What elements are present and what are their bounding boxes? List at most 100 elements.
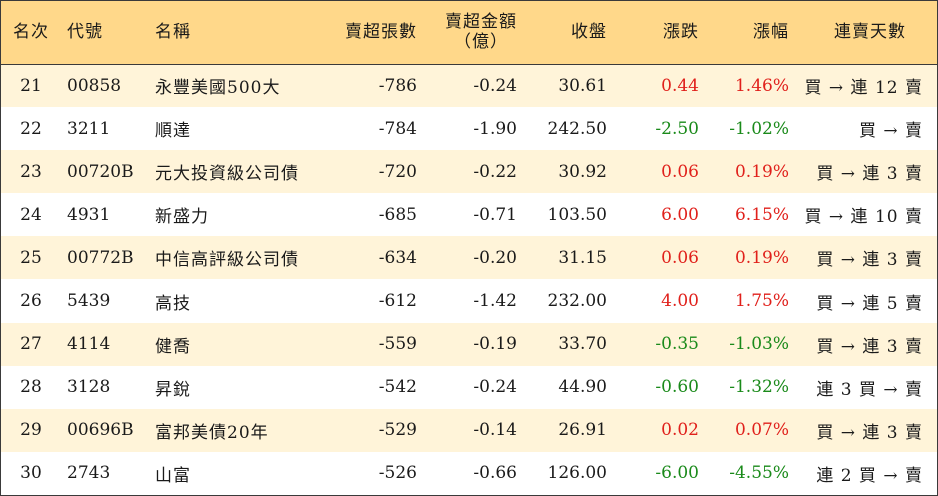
cell-oversold-lots: -685 <box>378 204 417 225</box>
table-row: 29 00696B 富邦美債20年 -529 -0.14 26.91 0.02 0.07% 買 … <box>1 408 937 452</box>
cell-change-pct: 6.15% <box>734 204 789 225</box>
cell-change-pct: 1.75% <box>734 291 789 312</box>
cell-change: -0.60 <box>655 377 699 398</box>
cell-oversold-amount: -1.42 <box>473 291 517 312</box>
cell-streak: 買 → 連 12 賣 <box>804 78 923 99</box>
cell-change: 0.44 <box>661 75 699 96</box>
table-row: 24 4931 新盛力 -685 -0.71 103.50 6.00 6.15% 買 → 連 1… <box>1 193 937 237</box>
header-oversold-amount-line2: （億） <box>454 32 508 53</box>
cell-code: 4114 <box>67 334 111 355</box>
cell-change-pct: 0.19% <box>734 247 789 268</box>
cell-change-pct: 0.19% <box>734 161 789 182</box>
cell-close: 30.92 <box>558 161 607 182</box>
cell-change-pct: 0.07% <box>734 420 789 441</box>
table-row: 22 3211 順達 -784 -1.90 242.50 -2.50 -1.02% 買 → 賣 <box>1 107 937 151</box>
cell-rank: 28 <box>20 377 42 398</box>
header-change-pct: 漲幅 <box>713 1 803 65</box>
cell-change: 0.02 <box>661 420 699 441</box>
header-name: 名稱 <box>147 1 327 65</box>
cell-name: 健喬 <box>155 336 191 357</box>
cell-streak: 連 2 買 → 賣 <box>816 465 923 486</box>
header-change: 漲跌 <box>621 1 713 65</box>
cell-change-pct: -1.03% <box>729 334 789 355</box>
cell-close: 242.50 <box>547 118 607 139</box>
cell-oversold-amount: -0.19 <box>473 334 517 355</box>
cell-oversold-amount: -1.90 <box>473 118 517 139</box>
cell-oversold-lots: -786 <box>378 75 417 96</box>
cell-change-pct: -4.55% <box>729 463 789 484</box>
cell-streak: 連 3 買 → 賣 <box>816 379 923 400</box>
cell-rank: 27 <box>20 334 42 355</box>
cell-close: 26.91 <box>558 420 607 441</box>
header-oversold-amount-line1: 賣超金額 <box>445 12 517 33</box>
cell-streak: 買 → 連 3 賣 <box>816 336 923 357</box>
cell-oversold-amount: -0.71 <box>473 204 517 225</box>
cell-streak: 買 → 賣 <box>858 121 923 142</box>
cell-rank: 24 <box>20 204 42 225</box>
table-row: 27 4114 健喬 -559 -0.19 33.70 -0.35 -1.03% 買 → 連 3… <box>1 322 937 366</box>
header-streak: 連賣天數 <box>803 1 937 65</box>
table-row: 28 3128 昇銳 -542 -0.24 44.90 -0.60 -1.32% 連 3 買 →… <box>1 365 937 409</box>
cell-name: 高技 <box>155 293 191 314</box>
cell-rank: 25 <box>20 247 42 268</box>
cell-oversold-amount: -0.66 <box>473 463 517 484</box>
cell-rank: 26 <box>20 291 42 312</box>
cell-close: 31.15 <box>558 247 607 268</box>
cell-close: 30.61 <box>558 75 607 96</box>
cell-rank: 22 <box>20 118 42 139</box>
cell-streak: 買 → 連 3 賣 <box>816 250 923 271</box>
table-row: 23 00720B 元大投資級公司債 -720 -0.22 30.92 0.06 0.19% 買… <box>1 150 937 194</box>
table-row: 25 00772B 中信高評級公司債 -634 -0.20 31.15 0.06 0.19% 買… <box>1 236 937 280</box>
table-header-row: 名次 代號 名稱 賣超張數 賣超金額 （億） 收盤 漲跌 漲幅 連賣天數 <box>1 1 937 65</box>
cell-change: -6.00 <box>655 463 699 484</box>
cell-close: 33.70 <box>558 334 607 355</box>
cell-name: 元大投資級公司債 <box>155 164 299 185</box>
cell-streak: 買 → 連 5 賣 <box>816 293 923 314</box>
header-close: 收盤 <box>531 1 621 65</box>
cell-close: 126.00 <box>547 463 607 484</box>
cell-name: 中信高評級公司債 <box>155 250 299 271</box>
cell-oversold-lots: -526 <box>378 463 417 484</box>
cell-rank: 30 <box>20 463 42 484</box>
cell-change: 0.06 <box>661 247 699 268</box>
table-body: 21 00858 永豐美國500大 -786 -0.24 30.61 0.44 1.46% 買 … <box>1 64 937 495</box>
cell-code: 3128 <box>67 377 111 398</box>
table-row: 21 00858 永豐美國500大 -786 -0.24 30.61 0.44 1.46% 買 … <box>1 64 937 108</box>
cell-code: 4931 <box>67 204 111 225</box>
cell-rank: 23 <box>20 161 42 182</box>
cell-change-pct: 1.46% <box>734 75 789 96</box>
cell-change: -0.35 <box>655 334 699 355</box>
cell-code: 00696B <box>67 420 134 441</box>
cell-code: 00772B <box>67 247 134 268</box>
cell-change: -2.50 <box>655 118 699 139</box>
cell-code: 2743 <box>67 463 111 484</box>
cell-change: 0.06 <box>661 161 699 182</box>
cell-change-pct: -1.02% <box>729 118 789 139</box>
header-oversold-amount: 賣超金額 （億） <box>431 1 531 65</box>
cell-change: 6.00 <box>661 204 699 225</box>
table-row: 30 2743 山富 -526 -0.66 126.00 -6.00 -4.55% 連 2 買 … <box>1 451 937 495</box>
cell-code: 00720B <box>67 161 134 182</box>
cell-code: 3211 <box>67 118 111 139</box>
cell-name: 富邦美債20年 <box>155 422 269 443</box>
cell-name: 永豐美國500大 <box>155 78 281 99</box>
cell-oversold-lots: -529 <box>378 420 417 441</box>
cell-oversold-amount: -0.24 <box>473 75 517 96</box>
header-code: 代號 <box>61 1 147 65</box>
cell-close: 103.50 <box>547 204 607 225</box>
cell-change-pct: -1.32% <box>729 377 789 398</box>
cell-oversold-lots: -720 <box>378 161 417 182</box>
cell-name: 昇銳 <box>155 379 191 400</box>
cell-oversold-amount: -0.14 <box>473 420 517 441</box>
cell-close: 232.00 <box>547 291 607 312</box>
cell-oversold-lots: -784 <box>378 118 417 139</box>
cell-oversold-lots: -542 <box>378 377 417 398</box>
cell-code: 00858 <box>67 75 122 96</box>
header-rank: 名次 <box>1 1 61 65</box>
cell-streak: 買 → 連 10 賣 <box>804 207 923 228</box>
header-oversold-amount-label: 賣超金額 （億） <box>445 12 517 52</box>
cell-name: 新盛力 <box>155 207 209 228</box>
cell-name: 山富 <box>155 465 191 486</box>
cell-oversold-amount: -0.20 <box>473 247 517 268</box>
